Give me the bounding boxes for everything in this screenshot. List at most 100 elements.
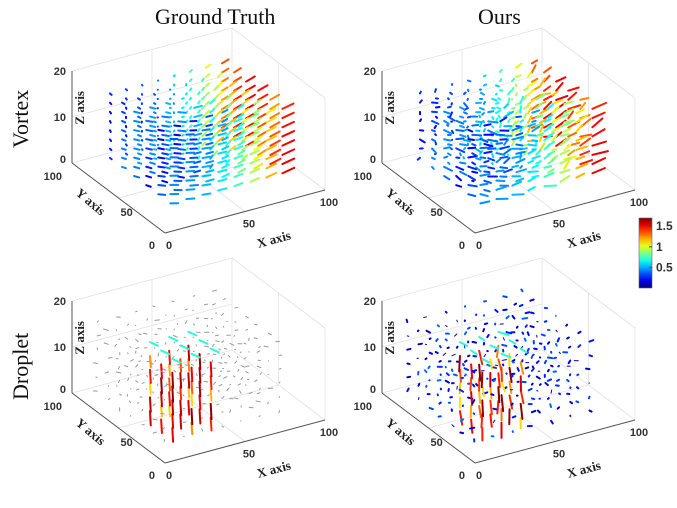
vector-arrow — [498, 68, 503, 73]
vector-arrow — [459, 170, 468, 176]
vector-arrow — [563, 119, 576, 124]
vector-arrow — [494, 308, 499, 313]
vector-arrow — [471, 152, 478, 158]
vector-arrow — [529, 298, 535, 302]
vector-arrow — [118, 338, 121, 341]
vector-arrow — [201, 164, 212, 169]
vector-arrow — [502, 337, 505, 341]
vector-arrow — [495, 92, 498, 96]
vector-arrow — [428, 406, 434, 411]
vector-arrow — [137, 143, 143, 147]
vector-arrow — [217, 118, 225, 124]
vector-arrow — [556, 378, 561, 382]
vector-arrow — [503, 157, 511, 165]
vector-arrow — [218, 384, 223, 387]
x-tick-label: 100 — [630, 197, 648, 209]
vector-arrow — [269, 139, 282, 147]
vector-arrow — [543, 85, 552, 92]
vector-arrow — [443, 138, 452, 142]
vector-arrow — [104, 371, 109, 374]
vector-arrow — [489, 385, 493, 400]
vector-arrow — [256, 392, 261, 395]
vector-arrow — [479, 193, 489, 198]
vector-arrow — [443, 155, 449, 159]
vector-arrow — [241, 126, 250, 133]
vector-arrow — [245, 371, 249, 374]
vector-arrow — [546, 368, 550, 373]
vector-arrow — [217, 136, 225, 143]
vector-arrow — [161, 152, 170, 156]
vector-arrow — [149, 124, 157, 128]
vector-arrow — [207, 394, 210, 397]
vector-arrow — [495, 109, 501, 114]
vector-arrow — [444, 310, 448, 314]
y-tick-label: 100 — [354, 171, 372, 183]
vector-arrow — [486, 333, 490, 339]
vector-arrow — [221, 154, 230, 160]
vector-arrow — [515, 177, 525, 183]
vector-arrow — [447, 161, 451, 165]
vector-arrow — [205, 114, 214, 118]
vector-arrow — [523, 132, 528, 138]
vector-arrow — [157, 184, 167, 187]
vector-arrow — [523, 104, 530, 110]
y-axis-label: Y axis — [73, 415, 109, 448]
vector-arrow — [205, 123, 214, 128]
vector-arrow — [463, 128, 468, 132]
vector-arrow — [515, 158, 526, 164]
vector-arrow — [567, 149, 576, 157]
vector-arrow — [511, 126, 523, 132]
vector-arrow — [563, 127, 572, 133]
vector-arrow — [510, 374, 514, 378]
vector-arrow — [447, 152, 452, 157]
vector-arrow — [434, 115, 439, 119]
vector-arrow — [204, 109, 211, 115]
vector-arrow — [463, 373, 467, 377]
vector-arrow — [201, 416, 204, 419]
vector-arrow — [527, 148, 537, 155]
vector-arrow — [471, 143, 477, 147]
vector-arrow — [459, 124, 465, 129]
vector-arrow — [187, 358, 191, 372]
vector-arrow — [145, 165, 153, 170]
vector-arrow — [591, 101, 608, 110]
vector-arrow — [127, 323, 129, 326]
vector-arrow — [452, 373, 458, 377]
vector-arrow — [179, 358, 183, 373]
vector-arrow — [519, 347, 528, 354]
vector-arrow — [540, 333, 546, 337]
vector-arrow — [278, 367, 282, 370]
vector-arrow — [217, 150, 228, 155]
vector-arrow — [546, 397, 550, 400]
vector-arrow — [217, 178, 228, 183]
y-tick-label: 50 — [431, 437, 443, 449]
vector-arrow — [220, 113, 230, 120]
vector-arrow — [204, 63, 211, 69]
vector-arrow — [555, 109, 567, 120]
vector-arrow — [539, 124, 545, 133]
vector-arrow — [556, 406, 561, 410]
vector-arrow — [478, 391, 482, 405]
vector-arrow — [459, 418, 465, 423]
y-axis-label: Y axis — [73, 185, 109, 218]
x-tick-label: 100 — [320, 427, 338, 439]
vector-arrow — [243, 357, 247, 360]
vector-arrow — [217, 187, 228, 192]
x-axis-label: X axis — [255, 457, 292, 480]
vector-arrow — [575, 108, 585, 115]
panel-droplet-ground-truth: 0 10 20 0 50 100 0 50 100 Z axis Y axis X axis — [44, 257, 338, 482]
vector-arrow — [543, 126, 552, 132]
vector-arrow — [455, 174, 463, 182]
z-tick-label: 10 — [364, 112, 376, 124]
vector-arrow — [471, 123, 480, 127]
vector-arrow — [558, 392, 562, 396]
vector-arrow — [108, 138, 113, 142]
vector-arrow — [157, 165, 166, 169]
vector-arrow — [229, 80, 237, 87]
vector-arrow — [535, 360, 540, 364]
vector-arrow — [245, 93, 256, 101]
vector-arrow — [265, 135, 277, 142]
vector-arrow — [281, 157, 296, 166]
vector-arrow — [145, 138, 154, 142]
vector-arrow — [253, 153, 264, 161]
